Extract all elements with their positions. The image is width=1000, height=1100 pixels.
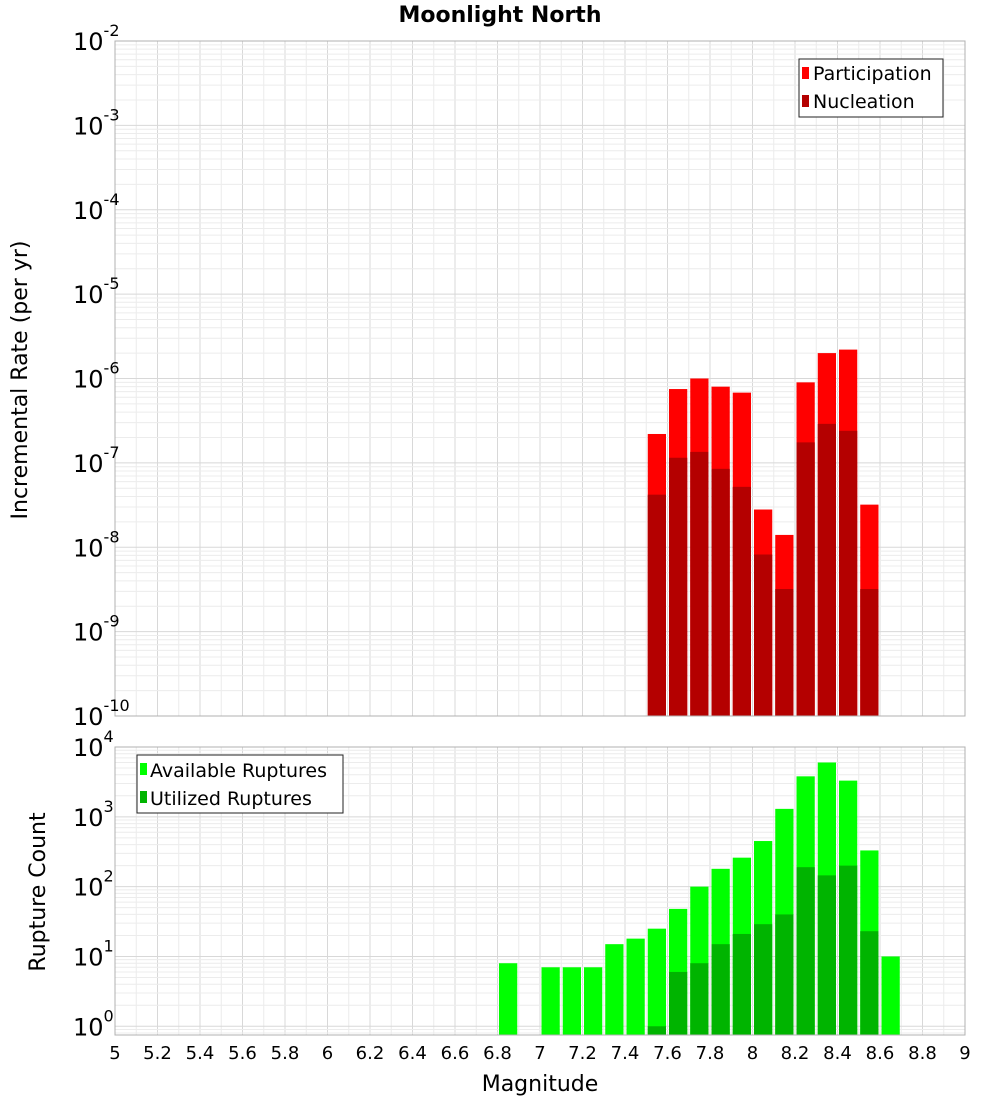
x-tick-label: 6.2: [356, 1043, 385, 1064]
rate-bar-nucleation: [775, 589, 794, 716]
rate-bar-nucleation: [860, 589, 879, 716]
count-bar-utilized-ruptures: [860, 931, 879, 1035]
rate-bar-nucleation: [647, 494, 666, 716]
x-tick-label: 8: [747, 1043, 758, 1064]
count-legend: Available Ruptures Utilized Ruptures: [136, 754, 344, 814]
rate-bar-nucleation: [817, 423, 836, 716]
count-bar-available-ruptures: [584, 967, 603, 1035]
count-y-tick-label: 102: [73, 867, 114, 902]
count-bar-available-ruptures: [562, 967, 581, 1035]
available-label: Available Ruptures: [150, 760, 327, 782]
participation-swatch: [802, 67, 809, 79]
count-bar-utilized-ruptures: [839, 865, 858, 1035]
count-bar-utilized-ruptures: [796, 867, 815, 1035]
chart-title: Moonlight North: [398, 3, 601, 28]
rate-bar-nucleation: [690, 451, 709, 716]
x-tick-label: 6.8: [483, 1043, 512, 1064]
rate-y-ticks: 10-10 10-9 10-8 10-7 10-6 10-5 10-4 10-3 10-2: [73, 21, 130, 731]
rate-bar-nucleation: [669, 457, 688, 716]
count-bars: [499, 762, 900, 1035]
count-bar-utilized-ruptures: [732, 933, 751, 1035]
rate-y-tick-label: 10-8: [73, 527, 120, 562]
utilized-label: Utilized Ruptures: [150, 788, 312, 810]
rate-y-tick-label: 10-2: [73, 21, 120, 56]
rate-legend: Participation Nucleation: [798, 58, 944, 118]
count-y-ticks: 100 101 102 103 104: [73, 727, 114, 1041]
count-y-tick-label: 100: [73, 1006, 114, 1041]
count-y-tick-label: 101: [73, 936, 114, 971]
x-tick-label: 5: [109, 1043, 120, 1064]
rate-y-tick-label: 10-5: [73, 274, 120, 309]
nucleation-label: Nucleation: [813, 91, 915, 113]
rate-plot-border: [114, 40, 966, 717]
rate-bar-nucleation: [796, 442, 815, 716]
rate-bar-nucleation: [732, 486, 751, 716]
rate-panel: 10-10 10-9 10-8 10-7 10-6 10-5 10-4 10-3 10-2 In…: [8, 21, 966, 731]
count-bar-available-ruptures: [881, 956, 900, 1035]
count-bar-utilized-ruptures: [711, 944, 730, 1035]
x-tick-label: 6.4: [398, 1043, 427, 1064]
x-tick-label: 7.2: [568, 1043, 597, 1064]
participation-label: Participation: [813, 63, 932, 85]
x-axis-title: Magnitude: [482, 1072, 599, 1097]
rate-grid: [114, 40, 966, 717]
x-tick-label: 6.6: [441, 1043, 470, 1064]
x-tick-label: 7.8: [696, 1043, 725, 1064]
count-bar-utilized-ruptures: [775, 914, 794, 1035]
x-tick-label: 9: [959, 1043, 970, 1064]
x-tick-label: 5.8: [271, 1043, 300, 1064]
count-bar-available-ruptures: [626, 938, 645, 1035]
rate-bars: [647, 349, 879, 716]
count-bar-utilized-ruptures: [647, 1026, 666, 1035]
count-y-axis-title: Rupture Count: [26, 812, 51, 972]
count-legend-box: [136, 754, 344, 814]
count-bar-available-ruptures: [647, 928, 666, 1035]
x-tick-label: 8.2: [781, 1043, 810, 1064]
count-y-tick-label: 104: [73, 727, 114, 762]
count-bar-available-ruptures: [499, 963, 518, 1035]
nucleation-swatch: [802, 95, 809, 107]
count-bar-utilized-ruptures: [754, 924, 773, 1035]
x-tick-label: 5.2: [143, 1043, 172, 1064]
count-plot-border: [114, 746, 966, 1036]
rate-y-tick-label: 10-3: [73, 105, 120, 140]
x-tick-label: 5.4: [186, 1043, 215, 1064]
x-tick-label: 8.6: [866, 1043, 895, 1064]
x-tick-label: 7: [534, 1043, 545, 1064]
rate-bar-nucleation: [839, 430, 858, 716]
x-tick-label: 7.4: [611, 1043, 640, 1064]
x-tick-label: 6: [322, 1043, 333, 1064]
count-y-tick-label: 103: [73, 797, 114, 832]
rate-y-tick-label: 10-9: [73, 612, 120, 647]
x-tick-label: 5.6: [228, 1043, 257, 1064]
count-bar-utilized-ruptures: [817, 875, 836, 1035]
rate-y-tick-label: 10-10: [73, 696, 130, 731]
rate-bar-nucleation: [711, 468, 730, 716]
utilized-swatch: [140, 791, 147, 803]
available-swatch: [140, 763, 147, 775]
count-bar-available-ruptures: [605, 944, 624, 1035]
count-bar-utilized-ruptures: [669, 971, 688, 1035]
count-bar-utilized-ruptures: [690, 963, 709, 1035]
rate-y-tick-label: 10-7: [73, 443, 120, 478]
rate-y-tick-label: 10-4: [73, 190, 120, 225]
rate-legend-box: [798, 58, 944, 118]
rate-y-axis-title: Incremental Rate (per yr): [8, 241, 33, 520]
x-tick-label: 8.4: [823, 1043, 852, 1064]
rate-bar-nucleation: [754, 554, 773, 716]
x-tick-label: 8.8: [908, 1043, 937, 1064]
count-panel: 100 101 102 103 104 5 5.2 5.4 5.6 5.8 6 6.2 6.4 6.6 6…: [26, 727, 971, 1097]
rate-y-tick-label: 10-6: [73, 359, 120, 394]
count-bar-available-ruptures: [541, 967, 560, 1035]
x-tick-label: 7.6: [653, 1043, 682, 1064]
magnitude-x-ticks: 5 5.2 5.4 5.6 5.8 6 6.2 6.4 6.6 6.8 7 7.2 7.4 7.6 7.8 8…: [109, 1043, 970, 1064]
